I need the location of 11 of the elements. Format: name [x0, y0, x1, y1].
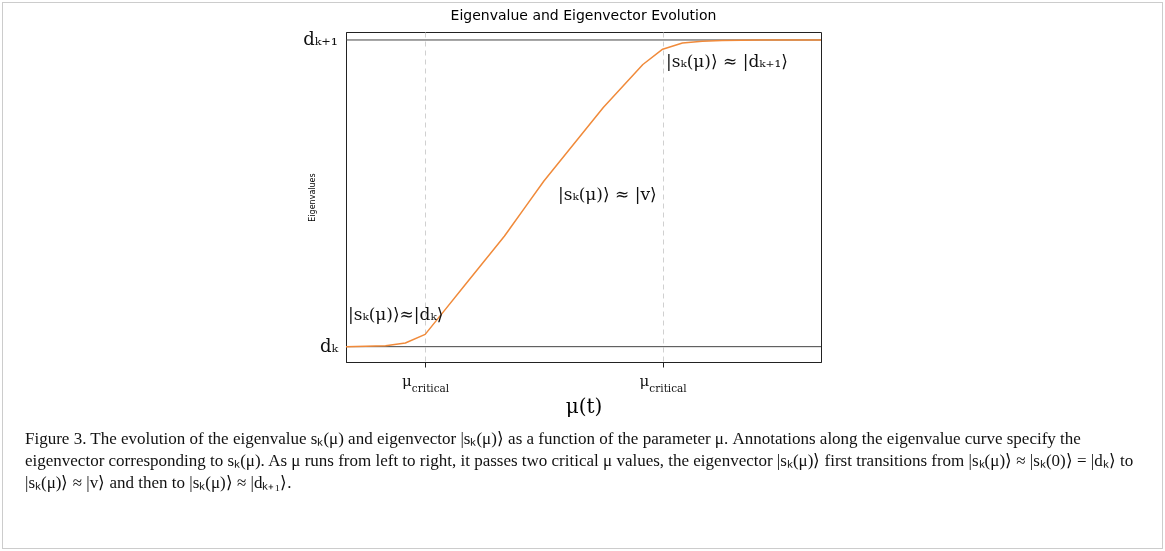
y-axis-title: Eigenvalues: [307, 173, 317, 222]
annotation: |sₖ(μ)⟩ ≈ |v⟩: [558, 184, 657, 204]
x-tick-label: μ$_{critical}$: [639, 371, 688, 394]
ref-line-label: dₖ₊₁: [303, 27, 338, 49]
annotation: |sₖ(μ)⟩≈|dₖ⟩: [348, 304, 444, 324]
caption: Figure 3. The evolution of the eigenvalue sₖ(μ) and eigenvector |sₖ(μ)⟩ as a function of the parameter μ. Annotations along the eigenvalue curve specify the eigenvector corresponding to sₖ(μ). As μ runs from left to right, it passes two critical μ values, the eigenvector |sₖ(μ)⟩ first transitions from |sₖ(μ)⟩ ≈ |sₖ(0)⟩ = |dₖ⟩ to |sₖ(μ)⟩ ≈ |v⟩ and then to |sₖ(μ)⟩ ≈ |dₖ₊₁⟩.: [25, 428, 1135, 494]
x-tick-label: μ$_{critical}$: [402, 371, 450, 394]
chart-title: Eigenvalue and Eigenvector Evolution: [450, 6, 717, 23]
ref-line-label: dₖ: [319, 334, 339, 356]
x-axis-title: μ(t): [565, 393, 603, 418]
annotation: |sₖ(μ)⟩ ≈ |dₖ₊₁⟩: [666, 51, 788, 71]
